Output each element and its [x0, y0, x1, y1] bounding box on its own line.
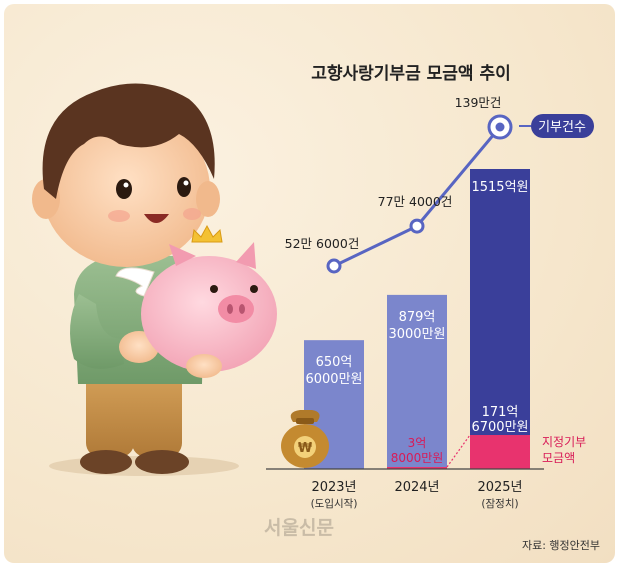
- left-shoe: [80, 450, 132, 474]
- line-point-label: 52만 6000건: [285, 236, 360, 251]
- bar-total-label: 3000만원: [388, 327, 445, 342]
- line-point: [495, 122, 505, 132]
- wing-icon: [115, 267, 155, 297]
- svg-text:₩: ₩: [298, 441, 313, 456]
- bar-total-2024년: [387, 294, 447, 469]
- line-point: [409, 218, 425, 234]
- line-point-label: 77만 4000건: [378, 194, 453, 209]
- bar-designated-label: 8000만원: [391, 451, 444, 465]
- x-tick-label: 2023년: [311, 480, 356, 495]
- piggy-bank: [115, 224, 277, 378]
- watermark: 서울신문: [264, 517, 334, 539]
- bar-designated-2024년: [387, 467, 447, 469]
- left-leg: [86, 369, 134, 457]
- crown-icon: [191, 224, 223, 243]
- bar-designated-label: 171억: [482, 405, 519, 420]
- money-bag-won-icon: ₩: [281, 410, 329, 468]
- right-eye: [177, 177, 191, 197]
- pig-snout: [218, 295, 254, 323]
- designated-connector: [446, 434, 471, 468]
- right-leg: [132, 369, 182, 457]
- bar-total-label: 650억: [316, 355, 353, 370]
- x-tick-note: (도입시작): [311, 497, 358, 510]
- legend-designated: 지정기부 모금액: [542, 435, 586, 465]
- x-tick-label: 2025년: [477, 480, 522, 495]
- bar-designated-label: 6700만원: [471, 420, 528, 435]
- mouth: [144, 214, 169, 223]
- right-ear: [196, 181, 220, 217]
- legend-line: 기부건수: [519, 114, 594, 138]
- bar-total-label: 879억: [399, 310, 436, 325]
- pig-ear: [169, 244, 196, 266]
- left-eye: [116, 179, 132, 199]
- infographic-card: 고향사랑기부금 모금액 추이 650억 6000만원 879억 3000만원 3억 800…: [4, 4, 615, 563]
- donation-chart: 고향사랑기부금 모금액 추이 650억 6000만원 879억 3000만원 3억800…: [32, 63, 600, 552]
- line-series-group: 52만 6000건 77만 4000건 139만건: [285, 95, 513, 274]
- right-hand: [186, 354, 222, 378]
- right-shoe: [135, 450, 189, 474]
- legend-line-label: 기부건수: [538, 120, 586, 135]
- bar-designated-2025년: [470, 435, 530, 469]
- hair: [42, 83, 215, 199]
- bar-total-label: 6000만원: [305, 372, 362, 387]
- bar-designated-label: 3억: [408, 436, 427, 450]
- bar-total-2025년: [470, 169, 530, 469]
- left-arm: [70, 294, 124, 369]
- x-tick-note: (잠정치): [481, 498, 518, 510]
- line-point-label: 139만건: [455, 95, 502, 110]
- bar-total-label: 1515억원: [471, 180, 528, 195]
- legend-designated-line2: 모금액: [542, 451, 575, 465]
- chart-title: 고향사랑기부금 모금액 추이: [311, 63, 511, 84]
- pig-body: [141, 256, 277, 372]
- legend-line-badge: [531, 114, 594, 138]
- x-tick-label: 2024년: [394, 480, 439, 495]
- legend-designated-line1: 지정기부: [542, 435, 586, 449]
- line-point: [326, 258, 342, 274]
- x-axis-group: 2023년 (도입시작) 2024년 2025년 (잠정치): [311, 480, 523, 510]
- source-label: 자료: 행정안전부: [522, 539, 600, 552]
